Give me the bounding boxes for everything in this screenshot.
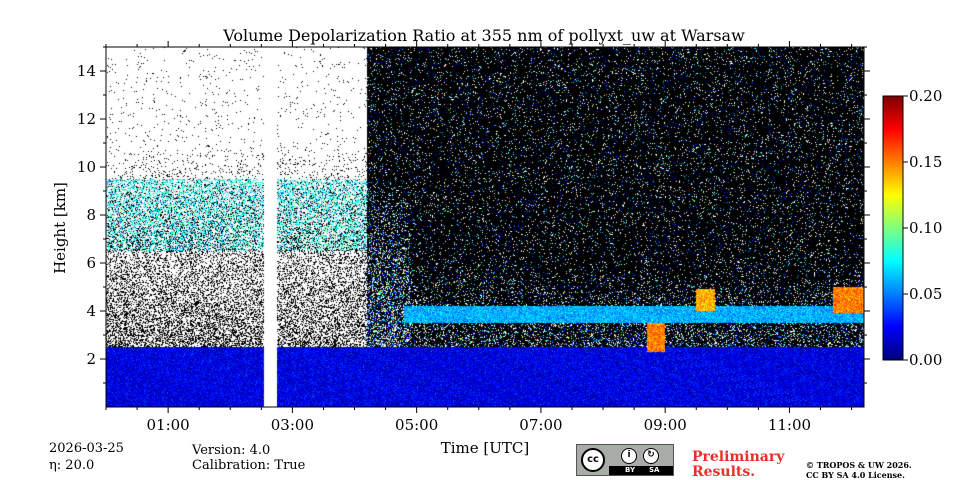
preliminary-line-1: Preliminary [692, 449, 785, 465]
colorbar-tick-label: 0.00 [909, 351, 942, 369]
y-tick-label: 4 [86, 302, 96, 320]
license-line-2: CC BY SA 4.0 License. [806, 470, 905, 480]
cc-sa-label: SA [649, 466, 660, 474]
cc-by-label: BY [625, 466, 636, 474]
x-axis: 01:00 03:00 05:00 07:00 09:00 11:00 [105, 41, 853, 434]
colorbar-tick-label: 0.10 [909, 219, 942, 237]
footer-eta: η: 20.0 [49, 458, 95, 473]
attribution-icon: i [621, 448, 637, 464]
x-tick-label: 05:00 [395, 416, 438, 434]
footer-version: Version: 4.0 [192, 443, 271, 458]
y-tick-label: 12 [77, 110, 96, 128]
y-axis-label: Height [km] [51, 182, 69, 274]
footer-calibration: Calibration: True [192, 458, 306, 473]
cc-license-badge: cc i ↻ BY SA [576, 444, 674, 476]
x-axis-label: Time [UTC] [441, 439, 530, 457]
x-tick-label: 09:00 [644, 416, 687, 434]
copyright-line-1: © TROPOS & UW 2026. [806, 460, 912, 470]
share-alike-icon: ↻ [643, 448, 659, 464]
colorbar-tick-label: 0.05 [909, 285, 942, 303]
cc-label-strip: BY SA [609, 466, 673, 475]
y-tick-label: 2 [86, 350, 96, 368]
y-tick-label: 14 [77, 62, 96, 80]
footer-date: 2026-03-25 [49, 441, 124, 456]
heatmap-area [106, 47, 864, 407]
colorbar-tick-label: 0.20 [909, 87, 942, 105]
plot-frame [105, 46, 865, 408]
heatmap-image [106, 47, 864, 407]
colorbar-tick-label: 0.15 [909, 153, 942, 171]
colorbar-gradient [883, 96, 903, 360]
x-tick-label: 11:00 [768, 416, 811, 434]
colorbar-ticks: 0.00 0.05 0.10 0.15 0.20 [903, 87, 942, 369]
chart-title: Volume Depolarization Ratio at 355 nm of… [222, 26, 745, 45]
colorbar: 0.00 0.05 0.10 0.15 0.20 [882, 87, 942, 369]
y-tick-label: 10 [77, 158, 96, 176]
x-tick-label: 03:00 [271, 416, 314, 434]
preliminary-line-2: Results. [692, 464, 756, 480]
y-axis: 2 4 6 8 10 12 14 [77, 46, 870, 384]
cc-icon: cc [581, 448, 605, 472]
y-tick-label: 6 [86, 254, 96, 272]
y-tick-label: 8 [86, 206, 96, 224]
x-tick-label: 07:00 [519, 416, 562, 434]
x-tick-label: 01:00 [147, 416, 190, 434]
